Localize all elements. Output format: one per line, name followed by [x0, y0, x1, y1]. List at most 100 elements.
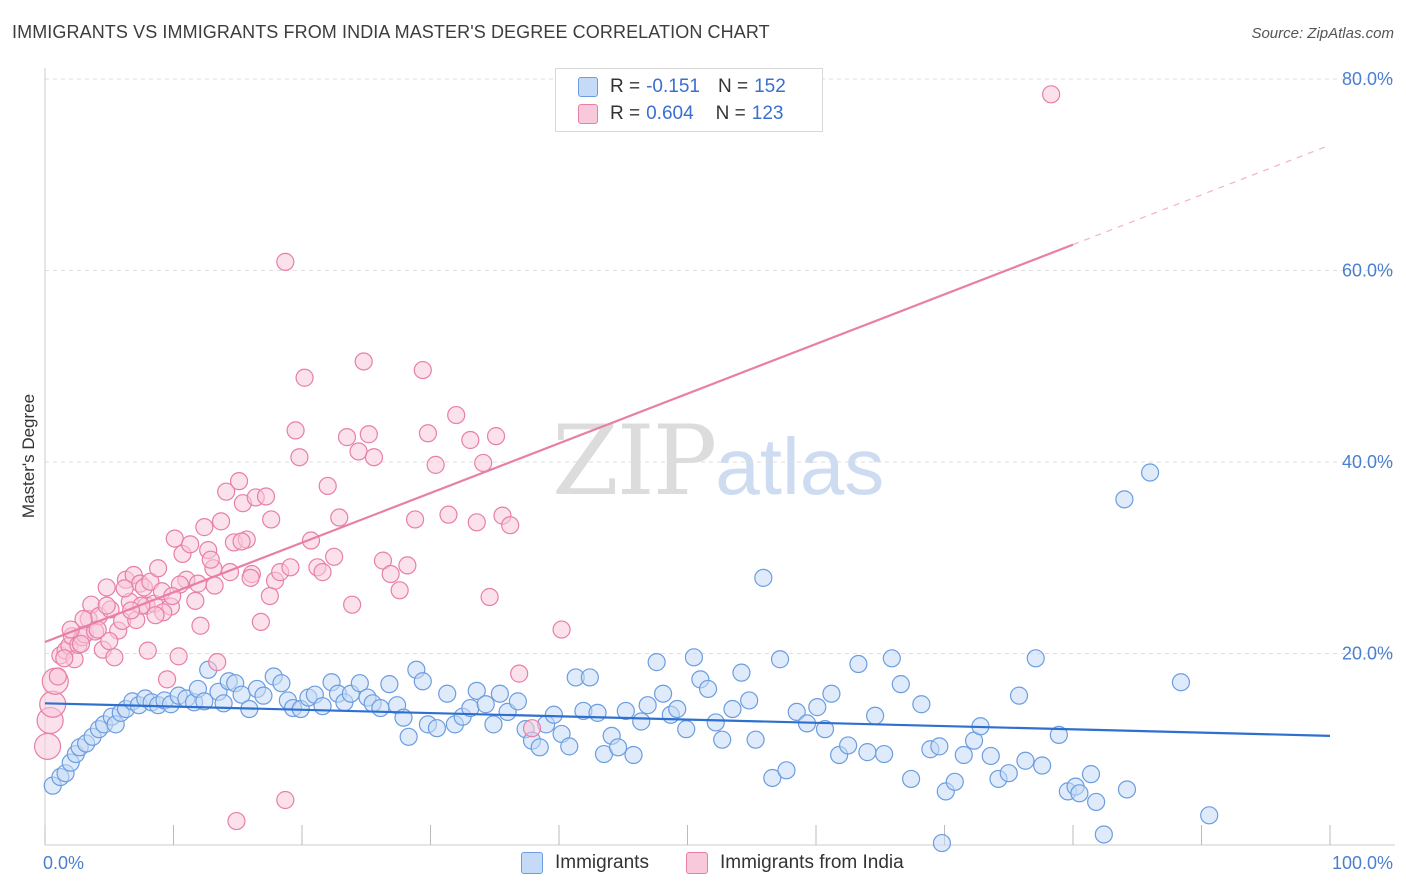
data-point	[732, 663, 751, 682]
data-point	[354, 352, 373, 371]
data-point	[439, 505, 458, 524]
data-point	[653, 684, 673, 703]
data-point	[1171, 673, 1191, 692]
data-point	[490, 684, 509, 703]
data-point	[413, 672, 432, 691]
data-point	[55, 649, 74, 668]
data-point	[105, 648, 124, 667]
data-point	[858, 743, 877, 762]
data-point	[866, 706, 885, 725]
legend-swatch-india	[578, 104, 598, 124]
data-point	[256, 487, 276, 506]
series-legend-immigrants[interactable]: Immigrants	[521, 852, 649, 874]
data-point	[201, 550, 220, 569]
x-tick-label: 0.0%	[43, 853, 84, 873]
data-point	[777, 761, 796, 780]
data-point	[97, 578, 116, 597]
data-point	[999, 764, 1018, 783]
data-point	[260, 586, 279, 606]
data-point	[115, 579, 134, 598]
data-point	[426, 455, 445, 474]
data-point	[272, 674, 291, 693]
data-point	[1081, 765, 1101, 784]
data-point	[461, 430, 480, 450]
data-point	[480, 587, 499, 607]
data-point	[849, 654, 868, 674]
data-point	[723, 699, 742, 719]
data-point	[380, 675, 399, 694]
data-point	[1070, 784, 1089, 803]
data-point	[195, 692, 214, 711]
data-point	[1117, 780, 1137, 799]
data-point	[474, 453, 493, 473]
data-point	[706, 713, 725, 732]
data-point	[815, 720, 835, 739]
data-point	[232, 532, 251, 551]
data-point	[241, 568, 260, 587]
data-point	[157, 670, 177, 689]
y-tick-label: 60.0%	[1342, 261, 1393, 281]
data-point	[313, 697, 332, 716]
data-point	[191, 616, 210, 635]
legend-r-label: R =	[610, 76, 641, 97]
data-point	[932, 833, 952, 853]
series-legend: Immigrants Immigrants from India	[0, 852, 1406, 878]
series-legend-label: Immigrants from India	[720, 852, 904, 873]
data-point	[891, 675, 910, 694]
data-point	[1026, 649, 1045, 668]
legend-row-india: R = 0.604 N = 123	[578, 101, 783, 127]
data-point	[770, 650, 790, 669]
series-legend-india[interactable]: Immigrants from India	[686, 852, 904, 874]
data-point	[405, 510, 425, 529]
data-point	[438, 684, 457, 703]
legend-swatch-immigrants	[578, 77, 598, 97]
data-point	[254, 686, 273, 705]
data-point	[211, 512, 231, 531]
trend-line	[44, 243, 1074, 644]
data-point	[1094, 825, 1113, 844]
data-point	[510, 664, 529, 683]
data-point	[97, 596, 116, 615]
data-point	[698, 679, 718, 699]
data-point	[467, 513, 486, 532]
data-point	[901, 769, 921, 789]
data-point	[560, 737, 579, 756]
data-point	[251, 612, 270, 632]
data-point	[522, 719, 542, 738]
data-point	[390, 581, 409, 600]
x-tick-label: 100.0%	[1332, 853, 1393, 873]
tick-labels: 20.0% 40.0% 60.0% 80.0% 0.0% 100.0%	[43, 69, 1393, 873]
data-point	[754, 568, 773, 587]
data-point	[882, 649, 901, 668]
data-point	[501, 516, 520, 535]
legend-n-label: N =	[717, 76, 749, 97]
data-point	[138, 641, 157, 660]
data-point	[740, 691, 759, 710]
data-point	[1042, 85, 1061, 104]
data-point	[839, 736, 858, 755]
source-label: Source: ZipAtlas.com	[1251, 25, 1394, 42]
data-point	[668, 699, 687, 719]
data-point	[295, 368, 314, 387]
legend-n-value: 123	[751, 103, 784, 124]
data-point	[484, 715, 503, 734]
data-point	[71, 634, 91, 654]
data-point	[349, 442, 368, 461]
chart-title: IMMIGRANTS VS IMMIGRANTS FROM INDIA MAST…	[12, 22, 770, 42]
legend-row-immigrants: R = -0.151 N = 152	[578, 74, 786, 100]
data-point	[447, 405, 466, 425]
data-point	[954, 745, 973, 765]
data-point	[588, 703, 607, 722]
data-point	[552, 620, 571, 639]
data-point	[930, 737, 949, 756]
data-point	[229, 472, 249, 491]
data-point	[413, 360, 432, 380]
data-point	[981, 746, 1000, 766]
data-point	[647, 653, 666, 672]
data-point	[713, 730, 732, 749]
data-point	[912, 695, 931, 714]
data-point	[787, 702, 806, 722]
data-point	[148, 559, 168, 578]
data-point	[427, 719, 447, 738]
data-point	[632, 712, 651, 731]
